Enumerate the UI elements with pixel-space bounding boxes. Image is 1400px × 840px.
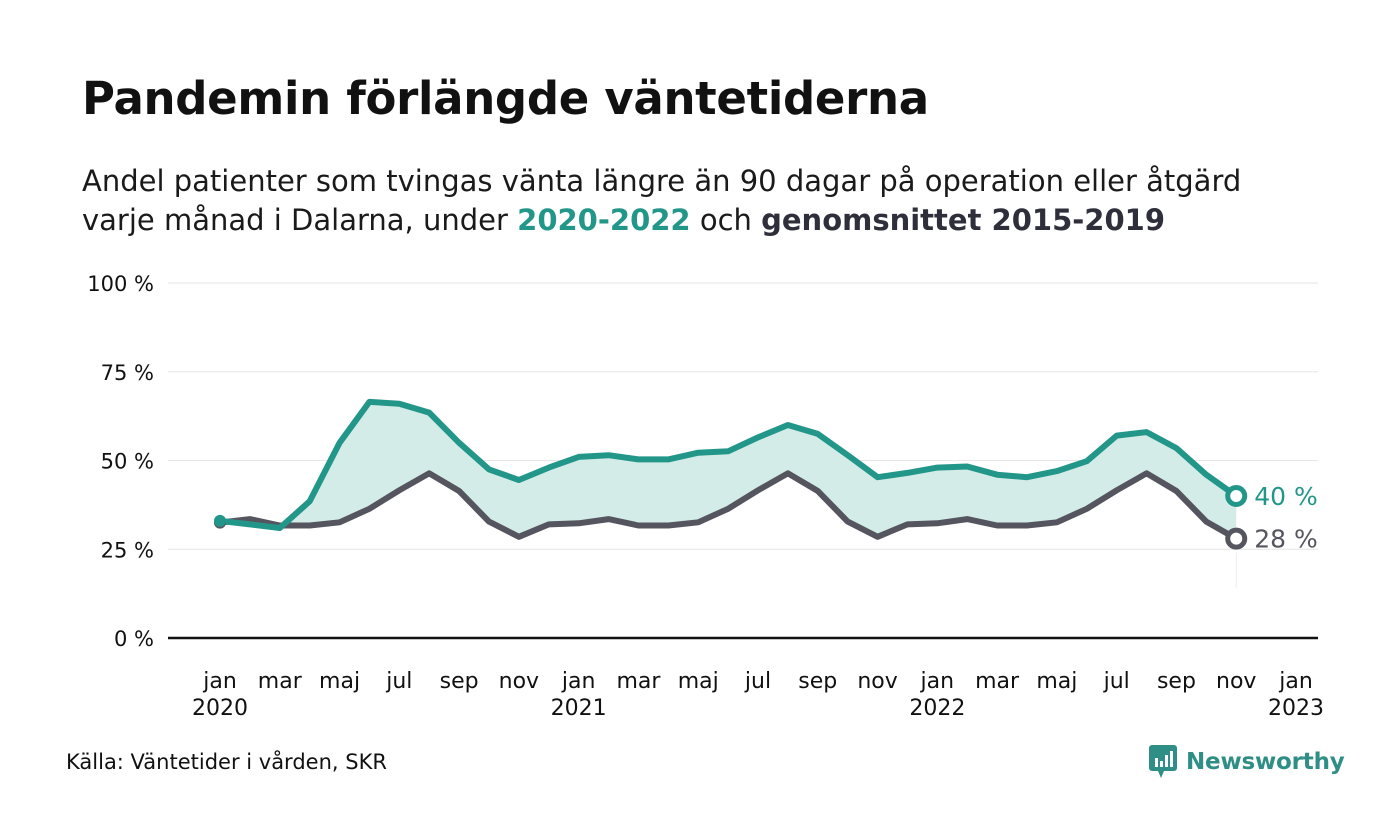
y-tick-label-25: 25 %	[101, 538, 154, 562]
difference-band	[220, 401, 1237, 539]
x-tick-month-20: sep	[798, 669, 837, 694]
series-line-current	[217, 398, 1240, 531]
brand-name: Newsworthy	[1186, 749, 1345, 775]
subtitle-line-1: Andel patienter som tvingas vänta längre…	[82, 164, 1242, 198]
subtitle-prefix: varje månad i Dalarna, under	[82, 203, 518, 237]
x-tick-month-32: sep	[1157, 669, 1196, 694]
band-area	[220, 401, 1237, 539]
end-label-average: 28 %	[1254, 525, 1318, 554]
newsworthy-logo-icon	[1149, 745, 1177, 778]
end-label-current: 40 %	[1254, 482, 1318, 511]
legend-current-period: 2020-2022	[517, 203, 691, 237]
end-point-average	[1225, 527, 1248, 550]
x-tick-year-2023: 2023	[1268, 696, 1324, 721]
x-tick-month-24: jan	[920, 669, 955, 694]
x-tick-month-0: jan	[202, 669, 237, 694]
chart-subtitle: Andel patienter som tvingas vänta längre…	[82, 162, 1340, 240]
x-tick-month-22: nov	[857, 669, 897, 694]
subtitle-line-2: varje månad i Dalarna, under 2020-2022 o…	[82, 201, 1340, 240]
y-tick-label-50: 50 %	[101, 450, 154, 474]
y-tick-label-0: 0 %	[114, 627, 154, 651]
series-lines	[217, 398, 1240, 542]
x-tick-month-26: mar	[975, 669, 1020, 694]
x-tick-month-30: jul	[1103, 669, 1130, 694]
x-tick-month-18: jul	[744, 669, 771, 694]
x-tick-month-12: jan	[561, 669, 596, 694]
chart-title: Pandemin förlängde väntetiderna	[82, 72, 929, 125]
subtitle-connector: och	[690, 203, 762, 237]
source-note: Källa: Väntetider i vården, SKR	[66, 750, 387, 774]
x-tick-month-34: nov	[1216, 669, 1256, 694]
y-tick-label-100: 100 %	[87, 272, 154, 296]
x-tick-month-28: maj	[1036, 669, 1077, 694]
start-point-current	[214, 514, 226, 527]
x-tick-year-2020: 2020	[192, 696, 248, 721]
x-tick-month-36: jan	[1278, 669, 1313, 694]
end-point-current	[1225, 485, 1248, 507]
brand-logo: Newsworthy	[1148, 744, 1345, 780]
series-line-average	[217, 470, 1240, 542]
y-tick-label-75: 75 %	[101, 361, 154, 385]
legend-average-period: genomsnittet 2015-2019	[761, 203, 1166, 237]
x-tick-month-4: maj	[319, 669, 360, 694]
x-tick-year-2021: 2021	[551, 696, 607, 721]
series-markers: 28 % 40 %	[214, 482, 1318, 554]
x-tick-month-16: maj	[678, 669, 719, 694]
x-tick-month-8: sep	[440, 669, 479, 694]
x-tick-month-14: mar	[616, 669, 661, 694]
x-tick-month-10: nov	[499, 669, 539, 694]
y-axis-ticks: 0 % 25 % 50 % 75 % 100 %	[87, 272, 154, 651]
x-tick-month-2: mar	[258, 669, 303, 694]
x-tick-year-2022: 2022	[909, 696, 965, 721]
x-tick-month-6: jul	[385, 669, 412, 694]
